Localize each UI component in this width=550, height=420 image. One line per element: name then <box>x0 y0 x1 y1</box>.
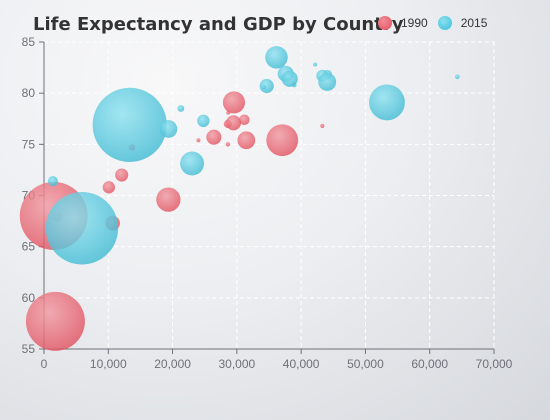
bubble-1990 <box>266 124 299 157</box>
bubble-1990 <box>320 123 325 128</box>
bubble-1990 <box>156 187 181 212</box>
bubble-2015 <box>265 46 288 69</box>
bubble-2015 <box>47 176 58 187</box>
legend-swatch-1990 <box>378 16 392 30</box>
bubble-1990 <box>222 91 246 114</box>
bubble-2015 <box>281 70 298 87</box>
bubble-1990 <box>225 115 242 131</box>
bubble-2015 <box>159 120 178 138</box>
x-tick-label: 10,000 <box>90 357 127 371</box>
bubble-2015 <box>177 105 185 112</box>
bubble-2015 <box>455 74 460 80</box>
bubble-1990 <box>115 168 129 182</box>
bubble-2015 <box>313 62 318 67</box>
bubble-2015 <box>259 78 274 94</box>
legend-label-2015: 2015 <box>460 16 488 30</box>
bubble-1990 <box>225 142 231 147</box>
bubble-1990 <box>102 181 116 194</box>
x-tick-label: 70,000 <box>476 357 513 371</box>
legend-label-1990: 1990 <box>401 16 428 30</box>
x-tick-label: 60,000 <box>411 357 448 371</box>
bubble-2015 <box>318 72 337 91</box>
bubble-1990 <box>239 114 250 126</box>
y-tick-label: 75 <box>22 137 36 151</box>
legend: 1990 2015 <box>378 16 497 30</box>
y-tick-label: 80 <box>22 86 36 100</box>
bubble-2015 <box>45 192 119 265</box>
y-tick-label: 85 <box>22 35 36 49</box>
chart-title: Life Expectancy and GDP by Country <box>33 14 404 35</box>
bubble-2015 <box>261 84 266 90</box>
series-2015 <box>45 46 460 265</box>
bubble-1990 <box>237 131 256 150</box>
bubble-1990 <box>206 129 222 145</box>
bubble-2015 <box>197 114 210 128</box>
x-tick-label: 50,000 <box>347 357 384 371</box>
x-tick-label: 40,000 <box>283 357 320 371</box>
bubble-2015 <box>369 84 405 121</box>
x-tick-label: 0 <box>41 357 48 371</box>
y-tick-label: 55 <box>22 342 36 356</box>
grid-lines <box>44 41 495 349</box>
bubble-2015 <box>180 151 205 176</box>
bubble-2015 <box>92 87 167 162</box>
data-points <box>19 46 460 351</box>
x-tick-label: 30,000 <box>219 357 256 371</box>
legend-swatch-2015 <box>437 16 452 30</box>
bubble-1990 <box>196 138 201 143</box>
legend-item-1990[interactable]: 1990 <box>378 16 428 30</box>
legend-item-2015[interactable]: 2015 <box>437 16 488 30</box>
x-tick-label: 20,000 <box>154 357 191 371</box>
bubble-1990 <box>25 291 85 351</box>
y-tick-label: 60 <box>22 291 36 305</box>
y-tick-label: 65 <box>22 240 36 254</box>
